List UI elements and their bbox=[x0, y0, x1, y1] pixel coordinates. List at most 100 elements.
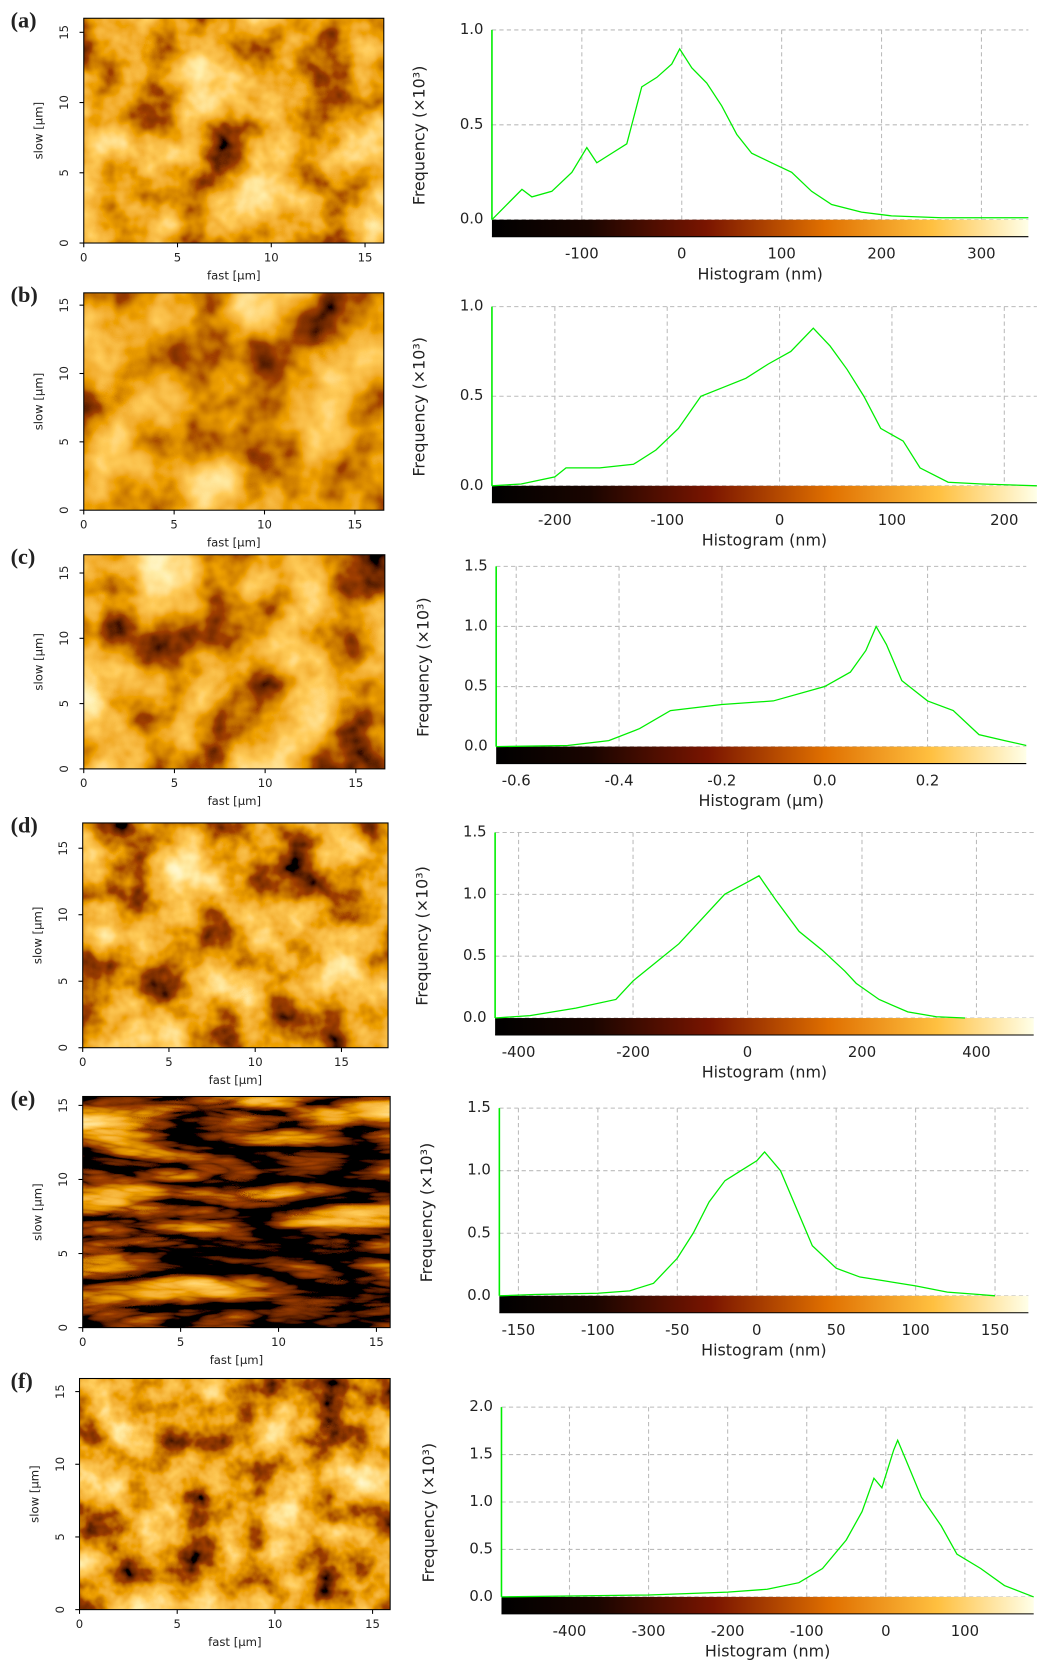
afm-image bbox=[79, 1378, 391, 1610]
x-tick-label: 10 bbox=[248, 1055, 263, 1069]
y-tick-label: 0 bbox=[57, 506, 71, 513]
image-frame bbox=[83, 17, 385, 244]
x-tick-label: 0 bbox=[881, 1623, 890, 1640]
x-tick-label: 5 bbox=[171, 776, 178, 790]
y-axis-label: Frequency (×10³) bbox=[409, 66, 428, 205]
y-tick-label: 5 bbox=[56, 1250, 70, 1257]
x-tick-label: -300 bbox=[632, 1623, 666, 1640]
y-tick-label: 15 bbox=[57, 298, 71, 313]
x-tick-label: -50 bbox=[665, 1322, 689, 1339]
x-tick-label: 0 bbox=[80, 518, 87, 532]
y-tick-label: 1.5 bbox=[467, 1099, 491, 1116]
x-tick-label: -200 bbox=[616, 1044, 650, 1061]
x-tick-label: 100 bbox=[878, 512, 906, 529]
y-tick-label: 15 bbox=[56, 1098, 70, 1113]
y-tick-label: 5 bbox=[57, 169, 71, 176]
y-axis-label: slow [µm] bbox=[31, 1183, 45, 1241]
y-tick-label: 0.0 bbox=[469, 1588, 493, 1605]
y-tick-label: 10 bbox=[53, 1457, 67, 1472]
y-tick-label: 10 bbox=[56, 1172, 70, 1187]
x-axis-label: fast [µm] bbox=[210, 1353, 263, 1367]
y-tick-label: 0.0 bbox=[467, 1287, 491, 1304]
x-tick-label: 0.0 bbox=[813, 773, 837, 790]
x-tick-label: -0.4 bbox=[605, 773, 634, 790]
x-tick-label: 0 bbox=[80, 776, 87, 790]
x-tick-label: 0 bbox=[80, 250, 87, 264]
panel-label: (a) bbox=[11, 8, 37, 33]
panel-label: (f) bbox=[11, 1368, 33, 1393]
histogram-line bbox=[491, 327, 1037, 487]
x-tick-label: 15 bbox=[348, 776, 363, 790]
x-axis-label: fast [µm] bbox=[207, 536, 260, 550]
y-tick-label: 15 bbox=[53, 1384, 67, 1399]
y-tick-label: 0.5 bbox=[463, 947, 487, 964]
x-tick-label: 5 bbox=[165, 1055, 172, 1069]
panel-label: (d) bbox=[11, 812, 38, 837]
x-tick-label: 5 bbox=[173, 1617, 180, 1631]
x-tick-label: 0.2 bbox=[916, 773, 940, 790]
x-tick-label: -400 bbox=[502, 1044, 536, 1061]
image-frame bbox=[82, 1095, 391, 1329]
y-tick-label: 1.5 bbox=[469, 1446, 493, 1463]
y-tick-label: 0 bbox=[57, 765, 71, 772]
y-axis-label: Frequency (×10³) bbox=[417, 1143, 436, 1282]
afm-image bbox=[82, 822, 389, 1048]
y-axis-label: Frequency (×10³) bbox=[419, 1443, 438, 1582]
y-tick-label: 1.0 bbox=[463, 885, 487, 902]
x-tick-label: 0 bbox=[743, 1044, 752, 1061]
afm-image bbox=[83, 18, 384, 244]
y-tick-label: 0.5 bbox=[469, 1540, 493, 1557]
panel-label: (e) bbox=[11, 1086, 36, 1111]
y-axis-label: slow [µm] bbox=[32, 633, 46, 691]
x-tick-label: 10 bbox=[257, 518, 272, 532]
x-tick-label: 5 bbox=[177, 1335, 184, 1349]
y-tick-label: 0 bbox=[57, 239, 71, 246]
y-axis-label: slow [µm] bbox=[31, 907, 45, 965]
histogram-line bbox=[499, 1150, 996, 1297]
y-axis-label: slow [µm] bbox=[32, 102, 46, 160]
x-axis-label: fast [µm] bbox=[208, 794, 261, 808]
x-axis-label: Histogram (µm) bbox=[698, 791, 823, 810]
x-tick-label: 15 bbox=[347, 518, 362, 532]
x-tick-label: -150 bbox=[502, 1322, 536, 1339]
x-tick-label: 300 bbox=[967, 246, 995, 263]
y-tick-label: 0.0 bbox=[460, 211, 484, 228]
y-tick-label: 1.0 bbox=[469, 1493, 493, 1510]
x-tick-label: 0 bbox=[677, 246, 686, 263]
x-tick-label: 15 bbox=[358, 250, 373, 264]
y-tick-label: 5 bbox=[53, 1533, 67, 1540]
x-axis-label: Histogram (nm) bbox=[705, 1642, 830, 1661]
x-tick-label: 0 bbox=[79, 1055, 86, 1069]
y-tick-label: 5 bbox=[57, 700, 71, 707]
histogram-line bbox=[501, 1438, 1034, 1598]
image-frame bbox=[83, 554, 386, 770]
x-tick-label: 100 bbox=[951, 1623, 979, 1640]
y-tick-label: 1.0 bbox=[460, 298, 484, 315]
x-tick-label: -100 bbox=[581, 1322, 615, 1339]
x-axis-label: fast [µm] bbox=[209, 1073, 262, 1087]
y-axis-label: slow [µm] bbox=[27, 1465, 41, 1523]
x-axis-label: Histogram (nm) bbox=[701, 1340, 826, 1359]
x-tick-label: -400 bbox=[553, 1623, 587, 1640]
x-tick-label: -100 bbox=[790, 1623, 824, 1640]
y-tick-label: 1.5 bbox=[463, 824, 487, 841]
y-tick-label: 10 bbox=[57, 95, 71, 110]
y-tick-label: 0 bbox=[56, 1044, 70, 1051]
y-tick-label: 10 bbox=[56, 907, 70, 922]
y-tick-label: 5 bbox=[56, 978, 70, 985]
x-tick-label: 15 bbox=[369, 1335, 384, 1349]
x-tick-label: 10 bbox=[258, 776, 273, 790]
afm-image bbox=[83, 554, 385, 769]
y-tick-label: 10 bbox=[57, 366, 71, 381]
x-tick-label: 15 bbox=[365, 1617, 380, 1631]
y-tick-label: 0 bbox=[56, 1324, 70, 1331]
x-tick-label: 100 bbox=[901, 1322, 929, 1339]
x-axis-label: Histogram (nm) bbox=[697, 264, 822, 283]
x-tick-label: -100 bbox=[650, 512, 684, 529]
y-tick-label: 0.0 bbox=[460, 477, 484, 494]
x-tick-label: 10 bbox=[271, 1335, 286, 1349]
y-tick-label: 0.5 bbox=[467, 1224, 491, 1241]
panel-label: (c) bbox=[11, 544, 36, 569]
x-axis-label: fast [µm] bbox=[207, 268, 260, 282]
y-tick-label: 0.5 bbox=[460, 387, 484, 404]
